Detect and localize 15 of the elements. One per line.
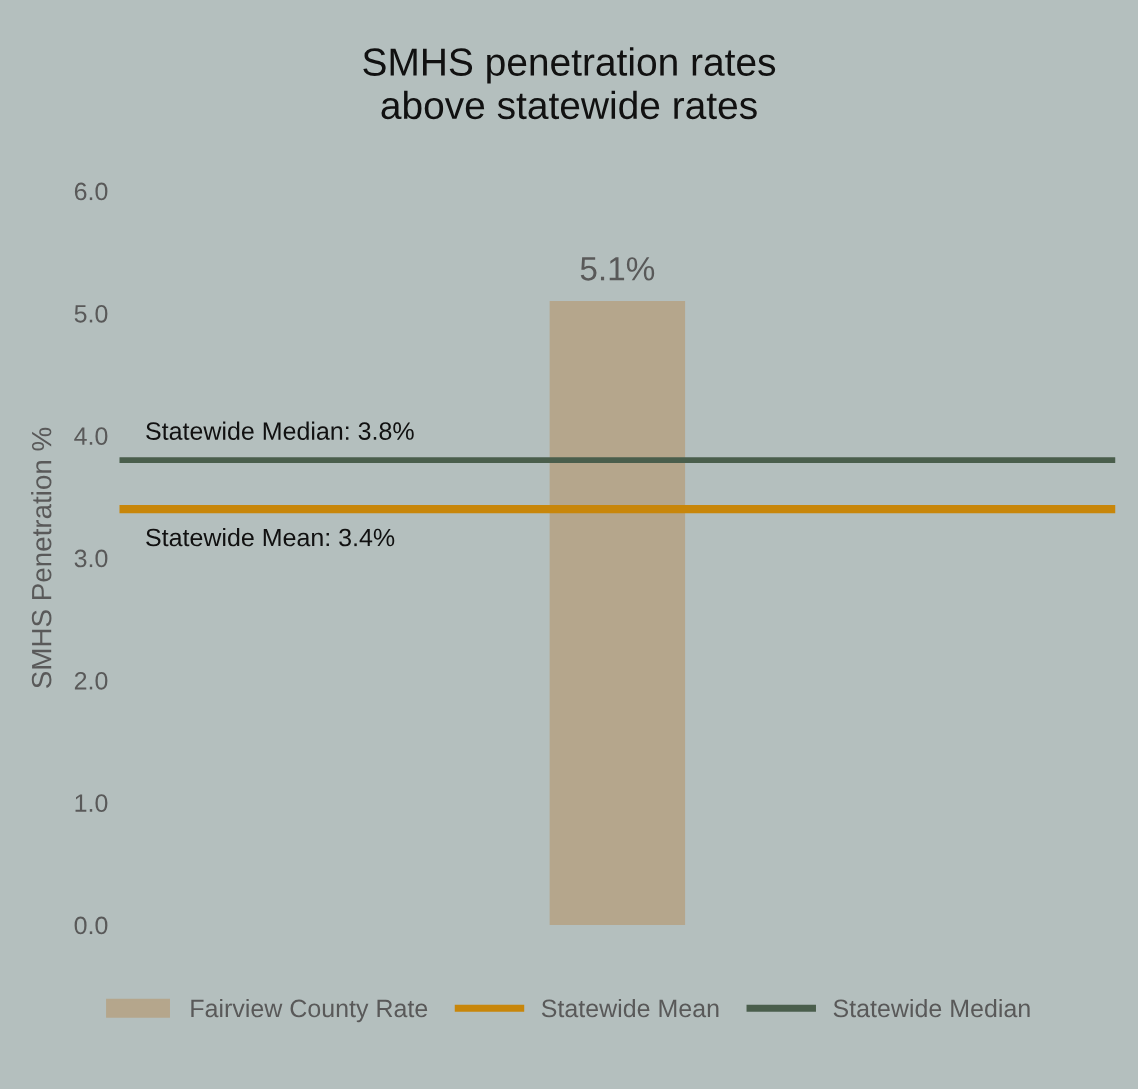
y-tick-label: 5.0 <box>74 304 108 323</box>
y-tick-label: 2.0 <box>74 671 108 690</box>
y-tick-label: 6.0 <box>74 182 108 201</box>
legend-label: Statewide Median <box>833 998 1030 1018</box>
y-tick-label: 3.0 <box>74 549 108 568</box>
chart-title: SMHS penetration rates above statewide rates <box>363 47 776 120</box>
legend-label: Statewide Mean <box>541 998 719 1018</box>
annotation: Statewide Mean: 3.4% <box>146 528 395 547</box>
y-axis-title: SMHS Penetration % <box>31 427 52 688</box>
annotation: Statewide Median: 3.8% <box>146 421 414 440</box>
data-label: 5.1% <box>580 257 655 281</box>
y-tick-label: 0.0 <box>74 916 108 935</box>
legend-label: Fairview County Rate <box>191 998 428 1023</box>
y-tick-label: 4.0 <box>74 427 108 445</box>
y-tick-label: 1.0 <box>75 794 108 812</box>
